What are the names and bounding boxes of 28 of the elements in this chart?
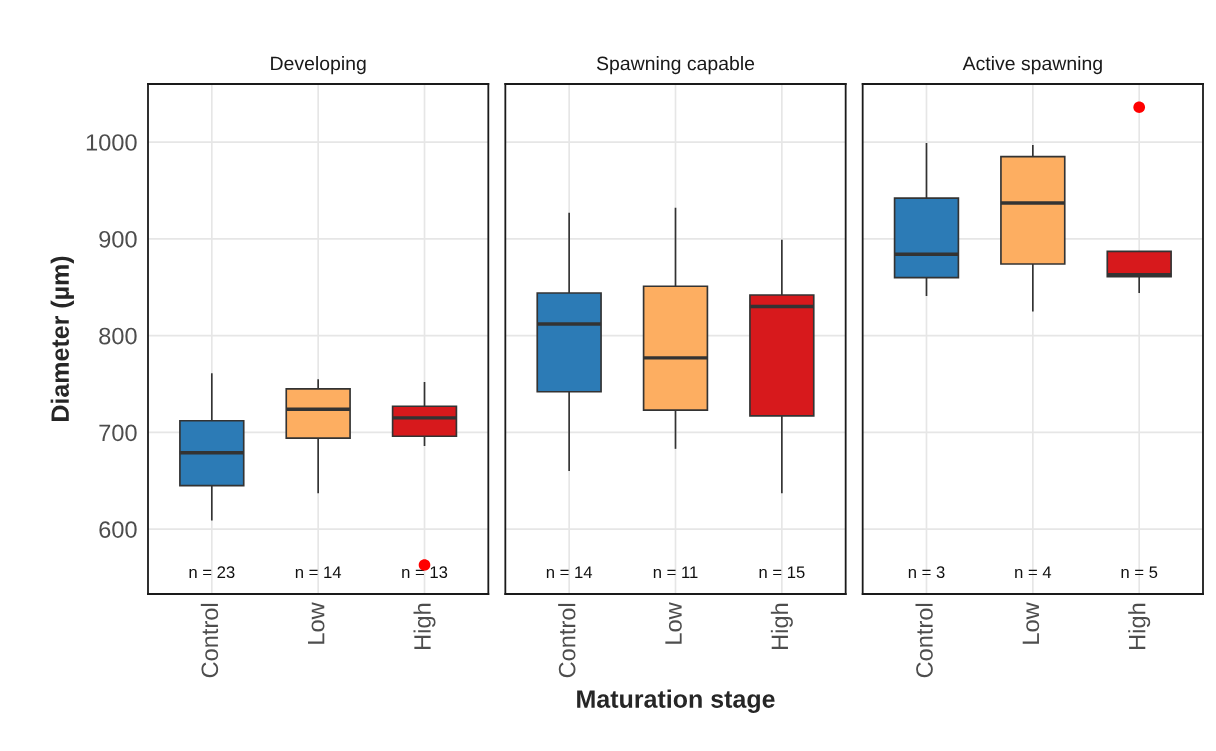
annotation: n = 13: [402, 566, 448, 579]
x-tick-label: High: [413, 603, 436, 649]
x-tick-label: High: [1128, 603, 1151, 649]
x-tick-label: Low: [308, 602, 325, 644]
x-tick-label: Low: [665, 602, 682, 644]
x-tick-label: High: [770, 603, 793, 649]
y-tick-label: 700: [99, 424, 137, 442]
annotation: n = 4: [1015, 566, 1052, 578]
chart-title: Developing: [271, 56, 366, 75]
annotation: n = 3: [908, 566, 945, 579]
annotation: n = 5: [1121, 566, 1158, 579]
annotation: n = 14: [295, 566, 342, 578]
x-tick-label: Control: [200, 603, 219, 678]
y-tick-label: 800: [99, 327, 137, 345]
annotation: n = 23: [189, 566, 235, 579]
annotation: n = 15: [759, 566, 805, 579]
chart-title: Spawning capable: [596, 56, 755, 75]
annotation: n = 11: [653, 566, 698, 578]
x-tick-label: Low: [1022, 602, 1040, 644]
y-axis-title: Diameter (µm): [50, 256, 74, 421]
chart-title: Active spawning: [962, 56, 1102, 75]
y-tick-label: 1000: [86, 134, 137, 151]
y-tick-label: 900: [99, 230, 137, 248]
x-axis-title: Maturation stage: [577, 689, 775, 713]
x-tick-label: Control: [915, 603, 933, 678]
annotation: n = 14: [546, 566, 593, 578]
x-tick-label: Control: [558, 603, 576, 678]
y-tick-label: 600: [99, 521, 137, 538]
